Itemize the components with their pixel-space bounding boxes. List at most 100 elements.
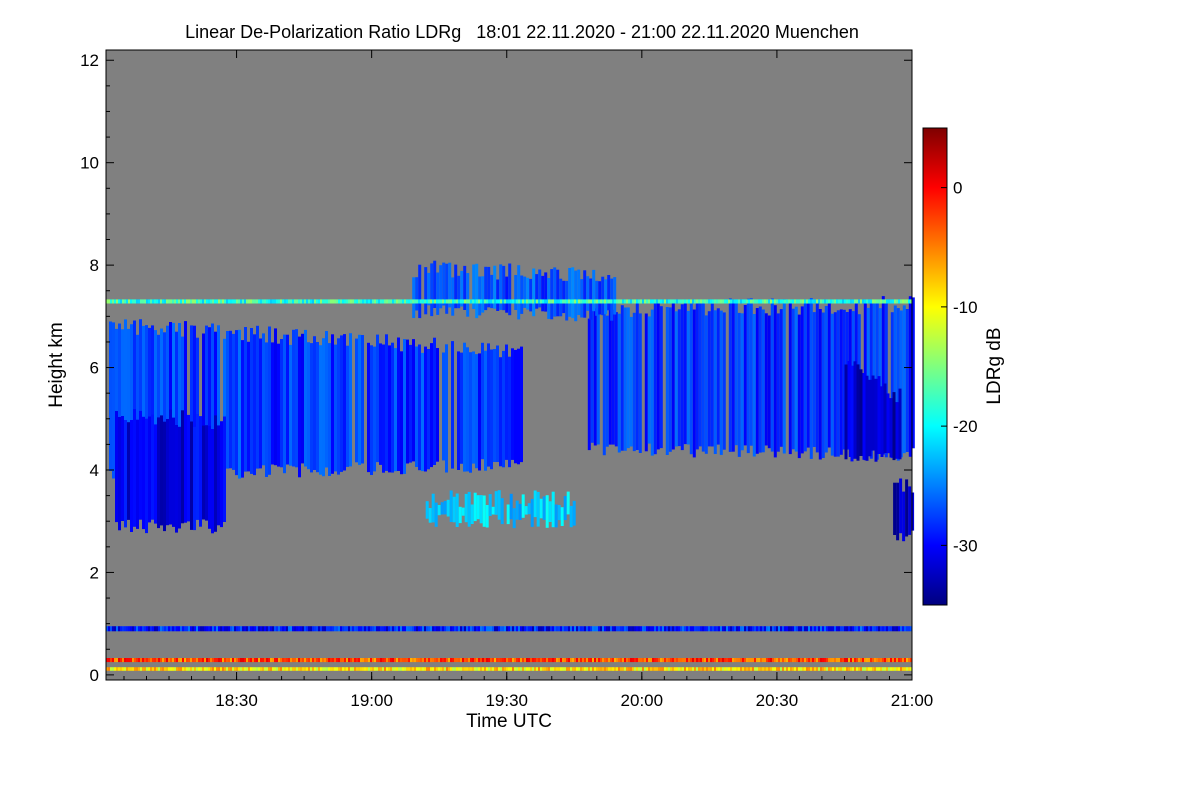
cloud-strip — [660, 658, 662, 663]
cloud-strip — [790, 658, 792, 663]
cloud-strip — [596, 626, 598, 632]
cloud-strip — [606, 658, 608, 663]
cloud-strip — [628, 667, 630, 671]
cloud-strip — [850, 658, 852, 663]
cloud-strip — [126, 658, 128, 663]
cloud-strip — [536, 491, 540, 527]
cloud-strip — [168, 626, 170, 632]
cloud-strip — [746, 667, 748, 671]
cloud-strip — [280, 626, 282, 632]
cloud-strip — [343, 334, 346, 471]
cloud-strip — [476, 626, 478, 632]
cloud-strip — [450, 299, 452, 304]
cloud-strip — [205, 425, 208, 521]
cloud-strip — [175, 425, 178, 533]
cloud-strip — [199, 416, 202, 527]
cloud-strip — [824, 626, 826, 632]
cloud-strip — [118, 658, 120, 663]
cloud-strip — [815, 299, 819, 453]
cloud-strip — [224, 299, 226, 304]
cloud-strip — [607, 275, 611, 311]
cloud-strip — [208, 626, 210, 632]
cloud-strip — [676, 626, 678, 632]
cloud-strip — [738, 667, 740, 671]
cloud-strip — [706, 658, 708, 663]
cloud-strip — [862, 667, 864, 671]
cloud-strip — [144, 658, 146, 663]
cloud-strip — [448, 667, 450, 671]
cloud-strip — [884, 626, 886, 632]
cloud-strip — [462, 658, 464, 663]
cloud-strip — [689, 301, 693, 455]
cloud-strip — [370, 667, 372, 671]
cloud-strip — [164, 299, 166, 304]
cloud-strip — [146, 626, 148, 632]
cloud-strip — [138, 658, 140, 663]
cloud-strip — [618, 626, 620, 632]
cloud-strip — [758, 306, 762, 453]
cloud-strip — [358, 626, 360, 632]
cloud-strip — [328, 343, 331, 476]
cloud-strip — [906, 626, 908, 632]
cloud-strip — [626, 307, 630, 449]
cloud-strip — [780, 658, 782, 663]
cloud-strip — [654, 626, 656, 632]
cloud-strip — [482, 667, 484, 671]
cloud-strip — [320, 667, 322, 671]
cloud-strip — [911, 492, 915, 531]
cloud-strip — [346, 667, 348, 671]
cloud-strip — [838, 667, 840, 671]
cloud-strip — [754, 658, 756, 663]
cloud-strip — [326, 658, 328, 663]
cloud-strip — [696, 658, 698, 663]
cloud-strip — [454, 658, 456, 663]
cloud-strip — [869, 300, 873, 459]
cloud-strip — [338, 626, 340, 632]
cloud-strip — [822, 658, 824, 663]
cloud-strip — [466, 626, 468, 632]
cloud-strip — [670, 299, 672, 304]
cloud-strip — [158, 658, 160, 663]
cloud-strip — [193, 426, 196, 531]
cloud-strip — [636, 667, 638, 671]
cloud-strip — [732, 299, 734, 304]
cloud-strip — [678, 626, 680, 632]
cloud-strip — [184, 658, 186, 663]
cloud-strip — [798, 299, 800, 304]
cloud-strip — [128, 667, 130, 671]
x-tick-label: 19:30 — [485, 691, 528, 710]
cloud-strip — [701, 301, 705, 452]
cloud-strip — [500, 658, 502, 663]
cloud-strip — [596, 308, 600, 445]
cloud-strip — [373, 346, 376, 472]
cloud-strip — [604, 299, 606, 304]
cloud-strip — [810, 658, 812, 663]
cloud-strip — [186, 299, 188, 304]
cloud-strip — [563, 496, 567, 521]
cloud-strip — [138, 667, 140, 671]
cloud-strip — [352, 626, 354, 632]
cloud-strip — [678, 299, 680, 304]
cloud-strip — [566, 491, 570, 515]
cloud-strip — [246, 626, 248, 632]
cloud-strip — [400, 658, 402, 663]
cloud-strip — [374, 299, 376, 304]
cloud-strip — [506, 626, 508, 632]
cloud-strip — [686, 667, 688, 671]
cloud-strip — [782, 667, 784, 671]
cloud-strip — [660, 299, 662, 304]
cloud-strip — [246, 667, 248, 671]
cloud-strip — [254, 667, 256, 671]
cloud-strip — [120, 658, 122, 663]
cloud-strip — [476, 667, 478, 671]
cloud-strip — [174, 626, 176, 632]
cloud-strip — [258, 658, 260, 663]
cloud-strip — [322, 626, 324, 632]
cloud-strip — [400, 351, 403, 475]
cloud-strip — [316, 658, 318, 663]
cloud-strip — [640, 658, 642, 663]
cloud-strip — [426, 626, 428, 632]
cloud-strip — [236, 658, 238, 663]
cloud-strip — [486, 299, 488, 304]
cloud-strip — [306, 299, 308, 304]
